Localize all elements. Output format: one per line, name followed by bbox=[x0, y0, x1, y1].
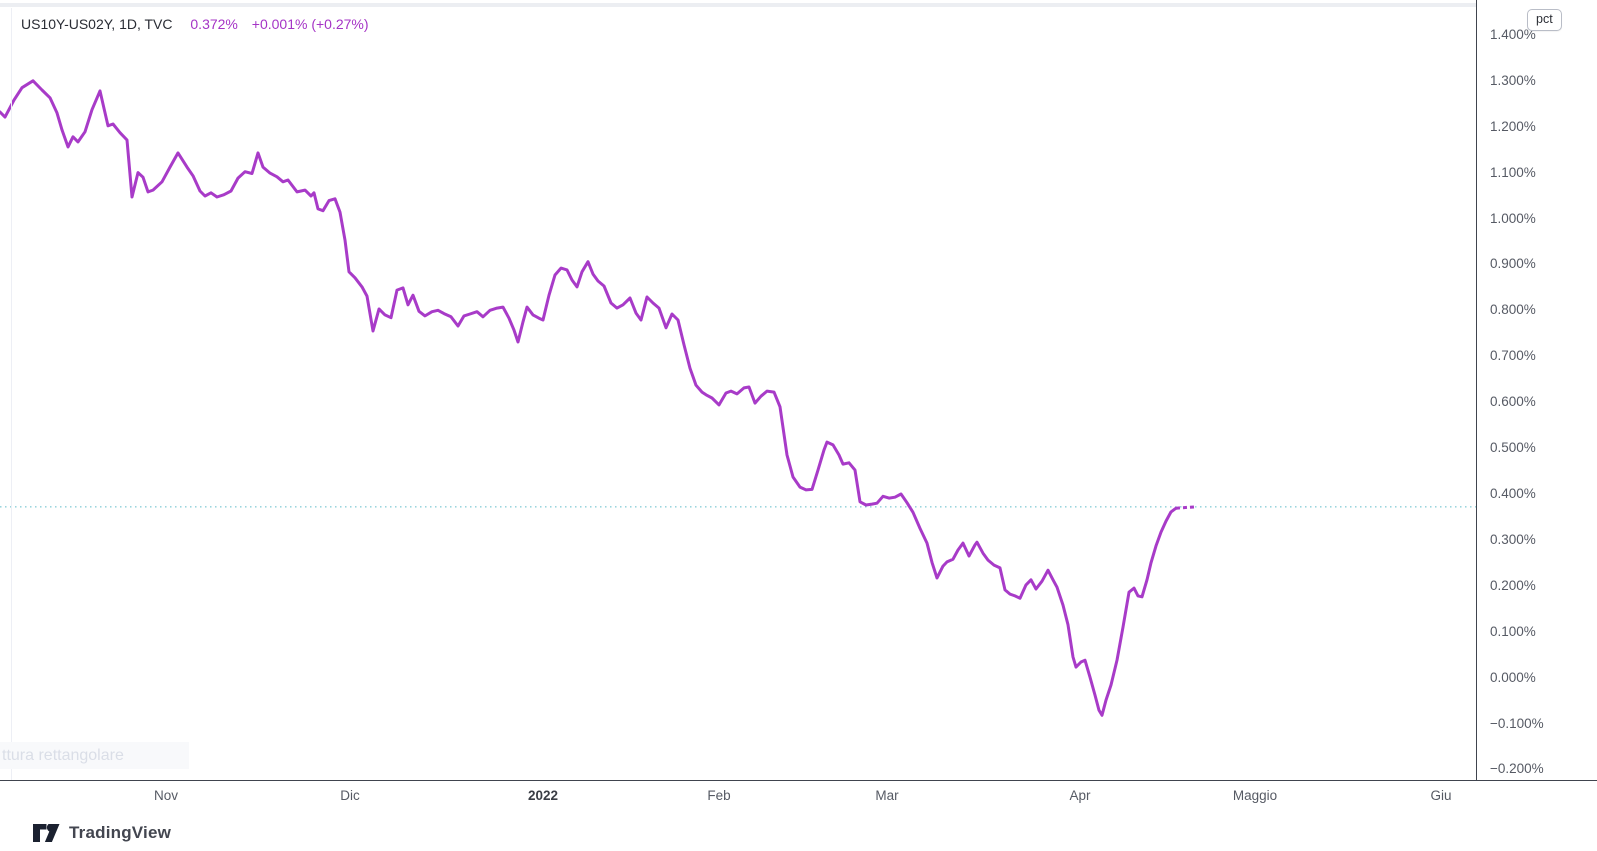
time-axis-label-giu: Giu bbox=[1430, 788, 1452, 803]
tradingview-logo-icon bbox=[33, 824, 60, 842]
price-axis[interactable]: 1.400% 1.300% 1.200% 1.100% 1.000% 0.900% 0.80… bbox=[1476, 0, 1597, 780]
price-axis-tick-label: 0.200% bbox=[1490, 577, 1536, 593]
spread-line-projection-tail bbox=[1175, 505, 1197, 510]
price-axis-tick-label: 0.500% bbox=[1490, 440, 1536, 456]
footer-bar: TradingView bbox=[0, 810, 1597, 851]
change-value: +0.001% (+0.27%) bbox=[251, 16, 369, 32]
time-axis-label-nov: Nov bbox=[153, 788, 178, 803]
time-axis-label-apr: Apr bbox=[1069, 788, 1091, 803]
price-axis-tick-label: 1.100% bbox=[1490, 164, 1536, 180]
tradingview-logo[interactable]: TradingView bbox=[33, 823, 171, 843]
chart-pane[interactable] bbox=[0, 0, 1476, 780]
time-axis[interactable]: Nov Dic 2022 Feb Mar Apr Maggio Giu bbox=[0, 780, 1597, 812]
price-axis-tick-label: 0.000% bbox=[1490, 669, 1536, 685]
price-axis-tick-label: 0.300% bbox=[1490, 531, 1536, 547]
price-axis-tick-label: 0.900% bbox=[1490, 256, 1536, 272]
price-axis-tick-label: 1.300% bbox=[1490, 72, 1536, 88]
pane-left-hairline bbox=[11, 8, 12, 810]
spread-line-series[interactable] bbox=[0, 79, 1178, 717]
time-axis-label-maggio: Maggio bbox=[1232, 788, 1278, 803]
time-axis-label-dic: Dic bbox=[340, 788, 360, 803]
price-axis-tick-label: 0.100% bbox=[1490, 623, 1536, 639]
price-axis-tick-label: 0.700% bbox=[1490, 348, 1536, 364]
price-axis-tick-label: 0.800% bbox=[1490, 302, 1536, 318]
price-axis-tick-label: −0.100% bbox=[1490, 715, 1544, 731]
time-axis-label-mar: Mar bbox=[875, 788, 899, 803]
time-axis-label-2022: 2022 bbox=[527, 788, 559, 803]
chart-canvas[interactable] bbox=[0, 0, 1476, 780]
tradingview-logo-text: TradingView bbox=[69, 823, 172, 842]
top-divider bbox=[0, 3, 1597, 7]
price-axis-tick-label: 1.400% bbox=[1490, 26, 1536, 42]
axis-unit-button[interactable]: pct bbox=[1527, 9, 1562, 31]
price-axis-tick-label: 0.600% bbox=[1490, 394, 1536, 410]
symbol-legend[interactable]: US10Y-US02Y, 1D, TVC 0.372% +0.001% (+0.… bbox=[21, 16, 369, 32]
symbol-title[interactable]: US10Y-US02Y, 1D, TVC bbox=[21, 16, 173, 32]
drawing-tool-hint: ttura rettangolare bbox=[0, 742, 189, 769]
price-axis-tick-label: 1.200% bbox=[1490, 118, 1536, 134]
price-axis-tick-label: −0.200% bbox=[1490, 761, 1544, 777]
price-axis-tick-label: 1.000% bbox=[1490, 210, 1536, 226]
last-value: 0.372% bbox=[190, 16, 238, 32]
price-axis-tick-label: 0.400% bbox=[1490, 485, 1536, 501]
time-axis-label-feb: Feb bbox=[707, 788, 731, 803]
